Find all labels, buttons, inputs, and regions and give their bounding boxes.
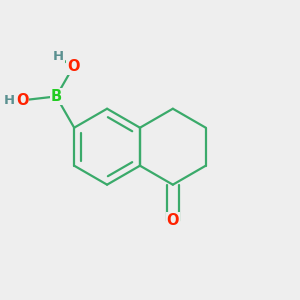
Text: O: O [167,213,179,228]
Text: B: B [51,89,62,104]
Text: O: O [16,93,28,108]
Text: O: O [67,59,80,74]
Text: H: H [4,94,15,107]
Text: H: H [53,50,64,63]
